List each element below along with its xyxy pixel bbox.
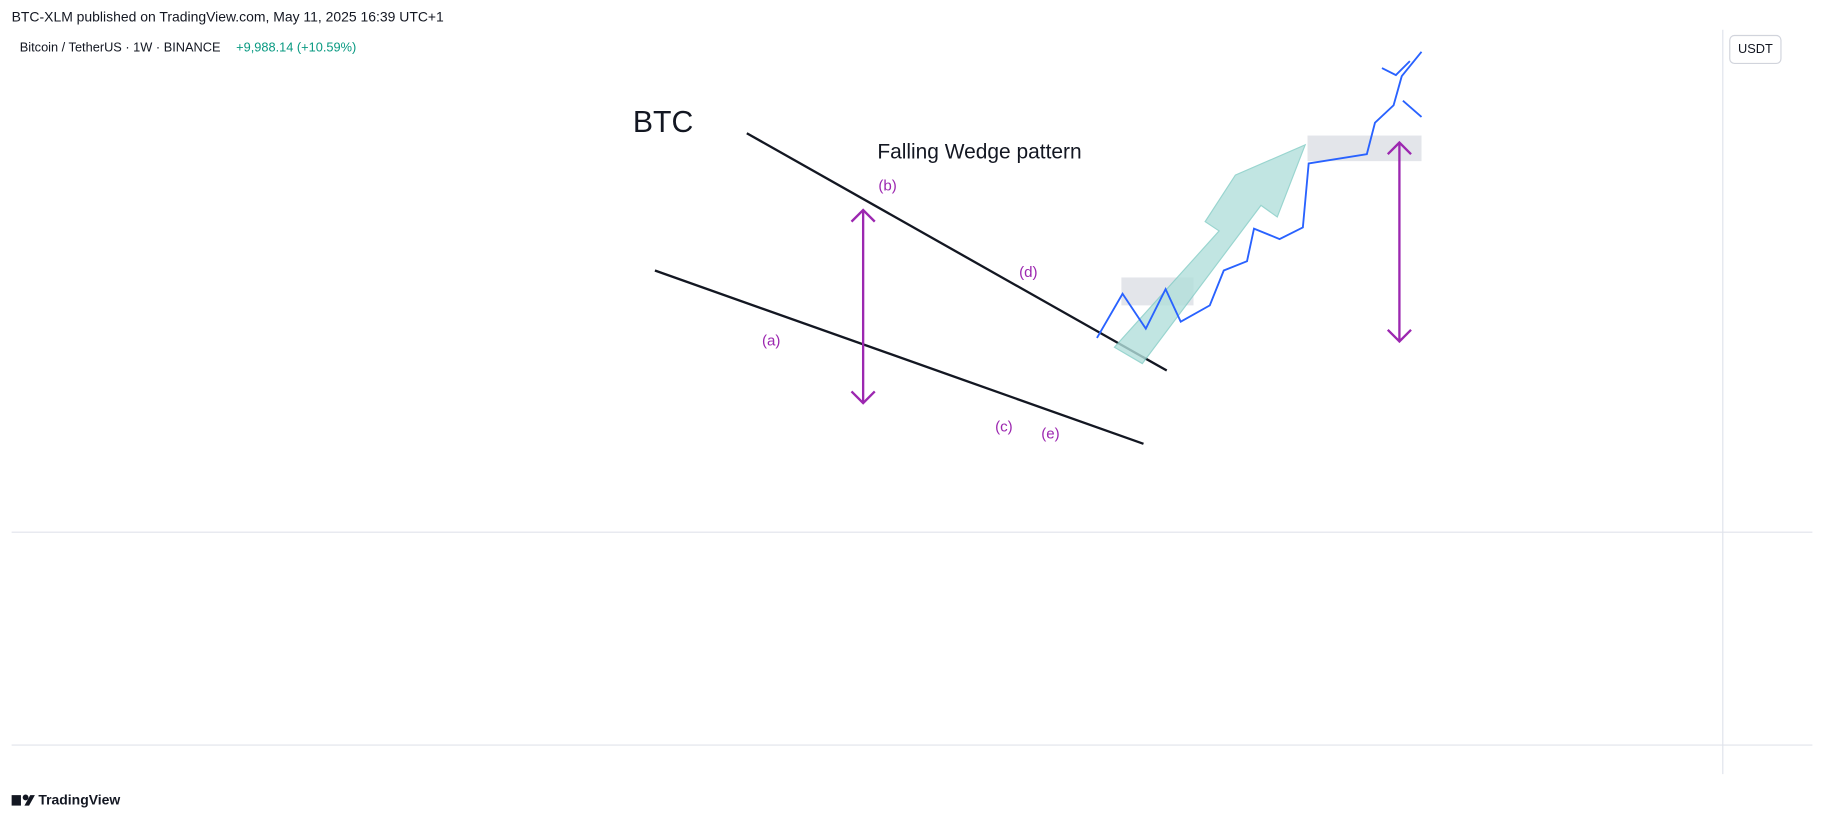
- wave-label: (d): [1019, 264, 1037, 281]
- annotation: BTC: [633, 106, 693, 139]
- price-pane: [654, 51, 1423, 445]
- currency-button[interactable]: [1729, 34, 1782, 65]
- wave-label: (a): [762, 332, 780, 349]
- symbol-title: Bitcoin / TetherUS · 1W · BINANCE: [20, 40, 221, 55]
- wave-label: (e): [1041, 426, 1059, 443]
- wedge-upper: [746, 132, 1168, 372]
- wedge-lower: [654, 269, 1144, 445]
- annotation: Falling Wedge pattern: [877, 141, 1081, 164]
- target-box: [1307, 135, 1422, 162]
- projected-path: [1381, 60, 1411, 77]
- range-arrow: [850, 140, 1412, 405]
- projected-path: [1402, 99, 1423, 118]
- currency-label[interactable]: USDT: [1738, 41, 1773, 56]
- wave-label: (c): [995, 419, 1013, 436]
- brand: TradingView: [38, 792, 120, 808]
- wave-label: (b): [878, 178, 896, 195]
- published-note: BTC-XLM published on TradingView.com, Ma…: [12, 9, 444, 25]
- projected-path: [1096, 51, 1423, 339]
- logo: [11, 794, 35, 806]
- projection-arrow: [1113, 143, 1307, 365]
- price-change: +9,988.14 (+10.59%): [236, 40, 356, 55]
- drawings: [654, 51, 1423, 445]
